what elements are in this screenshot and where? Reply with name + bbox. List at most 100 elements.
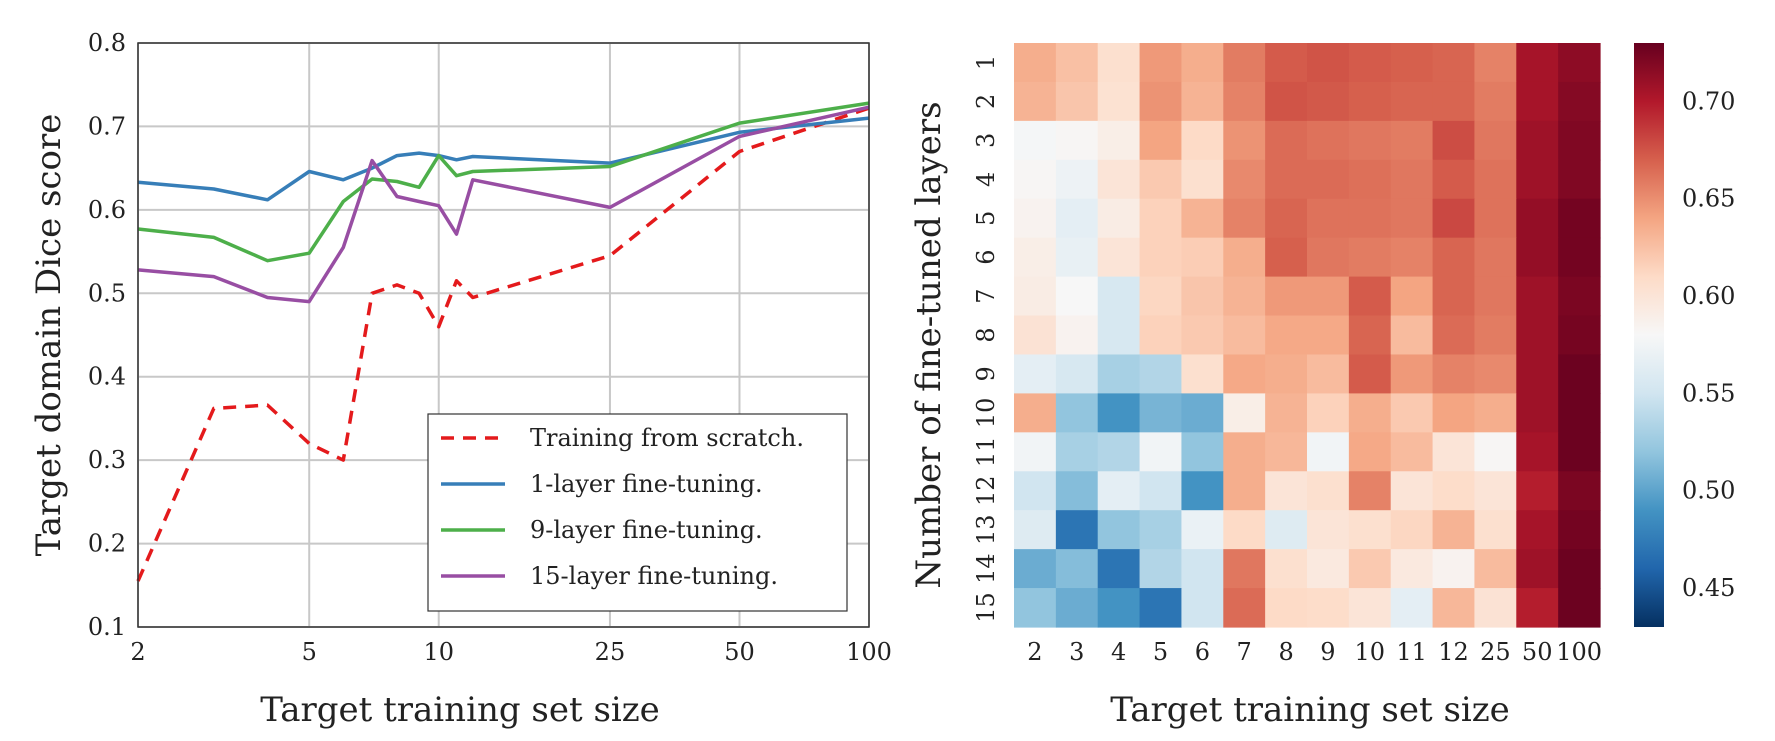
heatmap-cell bbox=[1139, 432, 1183, 472]
heatmap-y-tick-label: 2 bbox=[972, 94, 1000, 109]
heatmap-cells bbox=[1014, 43, 1601, 628]
heatmap-cell bbox=[1307, 159, 1350, 200]
heatmap-y-tick-label: 3 bbox=[972, 133, 1000, 148]
heatmap-cell bbox=[1390, 81, 1434, 122]
heatmap-cell bbox=[1097, 159, 1141, 200]
heatmap-cell bbox=[1055, 159, 1099, 200]
heatmap-cell bbox=[1348, 81, 1392, 122]
heatmap-cell bbox=[1474, 237, 1517, 278]
heatmap-cell bbox=[1307, 43, 1350, 83]
legend-label: 1-layer fine-tuning. bbox=[530, 470, 763, 498]
heatmap-cell bbox=[1097, 393, 1141, 433]
heatmap-cell bbox=[1432, 393, 1476, 433]
series-lines bbox=[136, 101, 870, 582]
heatmap-y-tick-label: 15 bbox=[972, 592, 1000, 623]
heatmap-cell bbox=[1223, 510, 1266, 550]
heatmap-x-tick-label: 11 bbox=[1396, 638, 1427, 666]
heatmap-cell bbox=[1265, 198, 1308, 239]
heatmap-cell bbox=[1181, 159, 1224, 200]
heatmap-cell bbox=[1307, 471, 1350, 511]
heatmap-y-tick-label: 8 bbox=[972, 327, 1000, 342]
heatmap-cell bbox=[1558, 315, 1601, 356]
heatmap-cell bbox=[1558, 159, 1601, 200]
heatmap-cell bbox=[1055, 81, 1099, 122]
series-line-1 bbox=[136, 106, 870, 582]
heatmap-cell bbox=[1055, 471, 1099, 511]
heatmap-cell bbox=[1014, 237, 1057, 278]
heatmap-cell bbox=[1265, 159, 1308, 200]
heatmap-y-tick-label: 6 bbox=[972, 249, 1000, 264]
heatmap-chart: 2 3 4 5 6 7 8 9 10 11 12 25 50 1001234567891011121314… bbox=[909, 43, 1735, 730]
heatmap-cell bbox=[1307, 393, 1350, 433]
heatmap-cell bbox=[1390, 354, 1434, 394]
heatmap-cell bbox=[1558, 81, 1601, 122]
heatmap-cell bbox=[1307, 237, 1350, 278]
heatmap-cell bbox=[1014, 159, 1057, 200]
heatmap-cell bbox=[1558, 432, 1601, 472]
heatmap-cell bbox=[1265, 510, 1308, 550]
heatmap-cell bbox=[1348, 237, 1392, 278]
heatmap-cell bbox=[1014, 549, 1057, 589]
heatmap-cell bbox=[1390, 43, 1434, 83]
heatmap-cell bbox=[1223, 393, 1266, 433]
heatmap-cell bbox=[1432, 276, 1476, 317]
heatmap-cell bbox=[1348, 549, 1392, 589]
heatmap-cell bbox=[1014, 276, 1057, 317]
heatmap-cell bbox=[1516, 393, 1559, 433]
legend-label: Training from scratch. bbox=[530, 424, 804, 452]
heatmap-cell bbox=[1432, 237, 1476, 278]
heatmap-cell bbox=[1139, 393, 1183, 433]
heatmap-cell bbox=[1307, 198, 1350, 239]
heatmap-cell bbox=[1348, 43, 1392, 83]
colorbar-tick-label: 0.65 bbox=[1682, 185, 1735, 213]
heatmap-cell bbox=[1474, 198, 1517, 239]
legend-label: 15-layer fine-tuning. bbox=[530, 562, 778, 590]
heatmap-cell bbox=[1181, 315, 1224, 356]
heatmap-y-tick-label: 7 bbox=[972, 288, 1000, 303]
heatmap-cell bbox=[1265, 43, 1308, 83]
heatmap-x-tick-label: 10 bbox=[1355, 638, 1386, 666]
heatmap-cell bbox=[1097, 43, 1141, 83]
heatmap-x-tick-label: 7 bbox=[1237, 638, 1252, 666]
heatmap-cell bbox=[1516, 43, 1559, 83]
y-tick-label: 0.5 bbox=[88, 279, 126, 307]
heatmap-cell bbox=[1390, 315, 1434, 356]
heatmap-cell bbox=[1558, 588, 1601, 628]
heatmap-cell bbox=[1223, 276, 1266, 317]
heatmap-cell bbox=[1139, 237, 1183, 278]
heatmap-cell bbox=[1265, 588, 1308, 628]
heatmap-cell bbox=[1307, 588, 1350, 628]
x-tick-label: 10 bbox=[423, 638, 454, 666]
colorbar-tick-label: 0.55 bbox=[1682, 379, 1735, 407]
heatmap-y-axis-label: Number of fine-tuned layers bbox=[909, 101, 949, 588]
heatmap-cell bbox=[1474, 354, 1517, 394]
heatmap-cell bbox=[1432, 432, 1476, 472]
heatmap-cell bbox=[1265, 120, 1308, 161]
heatmap-cell bbox=[1055, 432, 1099, 472]
heatmap-x-tick-label: 4 bbox=[1111, 638, 1126, 666]
heatmap-cell bbox=[1516, 432, 1559, 472]
heatmap-cell bbox=[1558, 43, 1601, 83]
heatmap-cell bbox=[1014, 198, 1057, 239]
heatmap-cell bbox=[1223, 315, 1266, 356]
legend-label: 9-layer fine-tuning. bbox=[530, 516, 763, 544]
heatmap-x-tick-label: 2 bbox=[1027, 638, 1042, 666]
heatmap-cell bbox=[1307, 315, 1350, 356]
heatmap-x-tick-label: 6 bbox=[1195, 638, 1210, 666]
heatmap-cell bbox=[1014, 588, 1057, 628]
heatmap-cell bbox=[1097, 549, 1141, 589]
heatmap-cell bbox=[1390, 198, 1434, 239]
heatmap-cell bbox=[1181, 549, 1224, 589]
heatmap-x-tick-label: 100 bbox=[1556, 638, 1602, 666]
heatmap-cell bbox=[1474, 510, 1517, 550]
heatmap-cell bbox=[1265, 471, 1308, 511]
heatmap-cell bbox=[1474, 588, 1517, 628]
legend-box bbox=[427, 413, 848, 612]
heatmap-cell bbox=[1265, 81, 1308, 122]
heatmap-cell bbox=[1223, 159, 1266, 200]
heatmap-cell bbox=[1139, 510, 1183, 550]
heatmap-cell bbox=[1097, 198, 1141, 239]
heatmap-cell bbox=[1390, 120, 1434, 161]
heatmap-x-tick-label: 12 bbox=[1438, 638, 1469, 666]
